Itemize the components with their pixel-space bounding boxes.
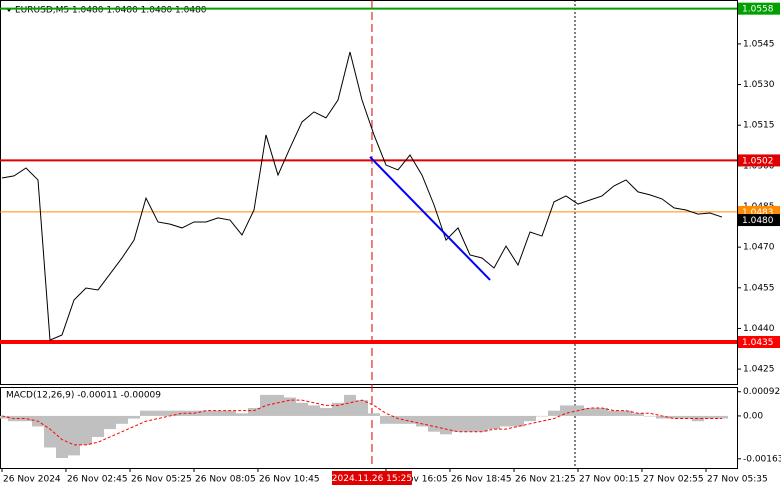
macd-bar (512, 415, 524, 427)
macd-bar (284, 397, 296, 416)
x-tick-label: 26 Nov 08:05 (195, 475, 256, 485)
macd-bar (608, 410, 620, 416)
macd-bar (164, 410, 176, 416)
macd-bar (248, 408, 260, 416)
y-tick-label: 1.0470 (743, 243, 775, 253)
macd-bar (308, 405, 320, 416)
macd-bar (584, 408, 596, 416)
price-line (1, 51, 723, 341)
macd-bar (80, 415, 92, 445)
macd-bar (224, 410, 236, 416)
level-label: 1.0483 (742, 208, 774, 218)
macd-bar (152, 410, 164, 416)
x-tick-label: 27 Nov 02:55 (643, 475, 704, 485)
macd-bar (68, 415, 80, 456)
macd-title: MACD(12,26,9) -0.00011 -0.00009 (6, 391, 161, 401)
current-price-label: 1.0480 (742, 216, 774, 226)
macd-bar (44, 415, 56, 448)
macd-bar (452, 415, 464, 432)
macd-bar (320, 408, 332, 416)
signal-line (1, 399, 722, 446)
macd-bar (416, 415, 428, 427)
macd-bar (20, 415, 32, 422)
macd-bar (428, 415, 440, 432)
level-label: 1.0502 (742, 156, 774, 166)
macd-bar (272, 394, 284, 416)
price-panel-frame (0, 0, 738, 385)
y-tick-label: 1.0455 (743, 283, 775, 293)
macd-bar (236, 413, 248, 416)
y-tick-label: 1.0425 (743, 365, 775, 375)
y-tick-label: 1.0515 (743, 121, 775, 131)
macd-bar (116, 415, 128, 424)
macd-bar (176, 410, 188, 416)
x-tick-label: 26 Nov 05:25 (131, 475, 192, 485)
macd-bar (0, 415, 8, 419)
macd-bar (440, 415, 452, 435)
level-label-box (738, 154, 780, 167)
macd-bar (392, 415, 404, 424)
macd-bar (536, 415, 548, 417)
macd-bar (140, 410, 152, 416)
macd-bar (524, 415, 536, 422)
macd-bar (620, 410, 632, 416)
macd-bar (260, 394, 272, 416)
macd-bar (656, 415, 668, 419)
x-tick-label: 26 Nov 2024 (3, 475, 61, 485)
macd-bar (680, 415, 692, 419)
macd-bar (356, 400, 368, 416)
macd-bar (596, 408, 608, 416)
y-tick-label: 1.0545 (743, 39, 775, 49)
level-label: 1.0558 (742, 5, 774, 15)
macd-bar (716, 415, 728, 419)
macd-bar (476, 415, 488, 432)
y-tick-label: 1.0530 (743, 80, 775, 90)
cursor-label: 2024.11.26 15:25 (332, 474, 412, 484)
macd-bar (380, 415, 392, 424)
macd-bar (332, 402, 344, 416)
macd-bar (704, 415, 716, 419)
macd-bar (500, 415, 512, 427)
macd-panel-frame (0, 387, 738, 469)
y-tick-label: 0.00092 (743, 387, 780, 397)
current-price-box (738, 214, 780, 227)
x-tick-label: 26 Nov 16:05 (387, 475, 448, 485)
macd-bar (212, 410, 224, 416)
macd-bar (296, 402, 308, 416)
macd-bar (548, 410, 560, 416)
macd-bar (56, 415, 68, 459)
level-label-box (738, 2, 780, 15)
macd-bar (200, 410, 212, 416)
macd-bar (128, 415, 140, 419)
macd-bar (488, 415, 500, 430)
trend-line (369, 156, 491, 281)
x-tick-label: 26 Nov 02:45 (67, 475, 128, 485)
macd-bar (92, 415, 104, 437)
x-tick-label: 26 Nov 21:25 (515, 475, 576, 485)
macd-bar (644, 415, 656, 417)
macd-bar (404, 415, 416, 424)
macd-bar (464, 415, 476, 432)
macd-bar (632, 413, 644, 416)
macd-bar (668, 415, 680, 419)
x-tick-label: 26 Nov 10:45 (259, 475, 320, 485)
x-tick-label: 27 Nov 00:15 (579, 475, 640, 485)
x-tick-label: 27 Nov 05:35 (707, 475, 768, 485)
cursor-label-box (331, 471, 412, 485)
y-tick-label: -0.00163 (743, 454, 781, 464)
macd-bar (344, 394, 356, 416)
macd-bar (104, 415, 116, 430)
y-tick-label: 1.0440 (743, 324, 775, 334)
level-label-box (738, 335, 780, 348)
y-tick-label: 0.00 (743, 411, 763, 421)
level-label: 1.0435 (742, 338, 774, 348)
chart-title: EURUSD,M5 1.0480 1.0480 1.0480 1.0480 (15, 6, 207, 16)
macd-bar (368, 413, 380, 416)
x-tick-label: 26 Nov 18:45 (451, 475, 512, 485)
macd-bar (560, 405, 572, 416)
